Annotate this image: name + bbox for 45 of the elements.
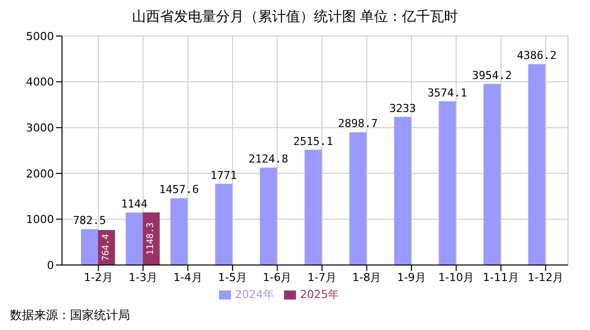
data-label: 1144 bbox=[120, 198, 148, 211]
x-tick-label: 1-10月 bbox=[438, 270, 474, 284]
data-label: 2898.7 bbox=[338, 117, 378, 130]
data-label: 1457.6 bbox=[159, 183, 199, 196]
x-tick-label: 1-9月 bbox=[396, 270, 426, 284]
x-tick-label: 1-8月 bbox=[352, 270, 382, 284]
bar bbox=[304, 150, 322, 265]
x-tick-label: 1-11月 bbox=[482, 270, 519, 284]
data-label: 3574.1 bbox=[427, 86, 468, 100]
bar bbox=[438, 101, 456, 265]
data-label: 1148.3 bbox=[146, 222, 156, 255]
bar bbox=[528, 64, 546, 265]
data-label: 764.4 bbox=[102, 234, 112, 262]
source-note: 数据来源：国家统计局 bbox=[10, 307, 130, 324]
data-label: 2515.1 bbox=[293, 134, 334, 148]
x-tick-label: 1-6月 bbox=[262, 270, 292, 284]
data-label: 3954.2 bbox=[472, 68, 512, 82]
bar bbox=[484, 84, 501, 265]
chart-title: 山西省发电量分月（累计值）统计图 单位：亿千瓦时 bbox=[132, 9, 458, 25]
legend-label: 2025年 bbox=[300, 288, 339, 301]
y-tick-label: 3000 bbox=[26, 122, 54, 135]
bar bbox=[170, 198, 188, 265]
legend-label: 2024年 bbox=[235, 288, 274, 301]
data-label: 782.5 bbox=[72, 214, 106, 228]
data-label: 3233 bbox=[389, 102, 416, 115]
x-tick-label: 1-12月 bbox=[528, 270, 564, 284]
x-tick-label: 1-4月 bbox=[173, 270, 202, 284]
data-label: 1771 bbox=[210, 168, 237, 182]
data-label: 4386.2 bbox=[516, 49, 557, 62]
y-tick-label: 1000 bbox=[26, 213, 54, 226]
y-tick-label: 0 bbox=[47, 258, 54, 272]
y-tick-label: 4000 bbox=[26, 76, 54, 89]
x-tick-label: 1-5月 bbox=[218, 270, 248, 284]
bar bbox=[349, 132, 366, 265]
y-tick-label: 2000 bbox=[26, 167, 54, 180]
bar bbox=[126, 212, 143, 265]
bar bbox=[215, 184, 232, 265]
x-tick-label: 1-2月 bbox=[84, 270, 113, 284]
x-tick-label: 1-3月 bbox=[128, 270, 158, 284]
data-label: 2124.8 bbox=[248, 152, 288, 166]
bar bbox=[260, 168, 277, 265]
bar bbox=[394, 116, 412, 265]
bar bbox=[81, 229, 98, 265]
x-tick-label: 1-7月 bbox=[308, 270, 336, 284]
y-tick-label: 5000 bbox=[26, 30, 54, 43]
